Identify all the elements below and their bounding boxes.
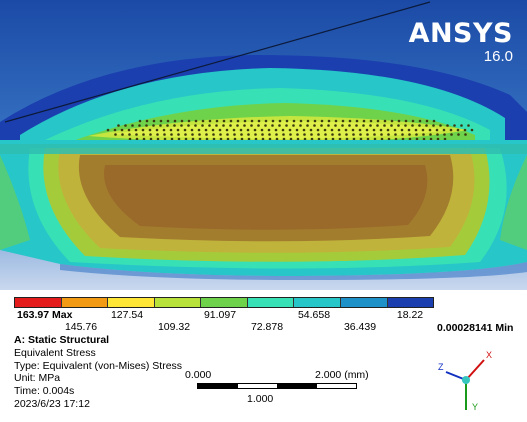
result-info: A: Static Structural Equivalent Stress T… bbox=[14, 334, 182, 411]
y-axis-label: Y bbox=[472, 402, 479, 412]
brand-version: 16.0 bbox=[483, 48, 513, 65]
coordinate-triad[interactable]: X Y Z bbox=[436, 350, 500, 414]
x-axis-label: X bbox=[486, 350, 493, 360]
scale-mid: 1.000 bbox=[247, 393, 274, 405]
analysis-title: A: Static Structural bbox=[14, 334, 110, 346]
scale-ruler bbox=[197, 383, 357, 389]
legend-tick-36: 36.439 bbox=[343, 321, 377, 333]
legend-swatch bbox=[154, 298, 202, 307]
legend-tick-145: 145.76 bbox=[64, 321, 98, 333]
result-unit: Unit: MPa bbox=[14, 372, 61, 385]
legend-tick-91: 91.097 bbox=[203, 309, 237, 321]
legend-swatch bbox=[61, 298, 109, 307]
ansys-logo: ANSYS 16.0 bbox=[409, 20, 513, 64]
legend-swatch bbox=[247, 298, 295, 307]
legend-swatch bbox=[387, 298, 434, 307]
scale-end: 2.000 (mm) bbox=[315, 369, 369, 381]
legend-swatch bbox=[201, 298, 248, 307]
legend-tick-72: 72.878 bbox=[250, 321, 284, 333]
color-legend[interactable] bbox=[14, 297, 434, 308]
legend-swatch bbox=[108, 298, 155, 307]
legend-tick-18: 18.22 bbox=[396, 309, 424, 321]
legend-swatch bbox=[15, 298, 62, 307]
result-date: 2023/6/23 17:12 bbox=[14, 397, 90, 410]
legend-max-label: 163.97 Max bbox=[17, 309, 73, 321]
scale-start: 0.000 bbox=[185, 369, 212, 381]
legend-tick-127: 127.54 bbox=[110, 309, 144, 321]
result-name: Equivalent Stress bbox=[14, 346, 96, 359]
mesh-dots bbox=[106, 119, 474, 141]
result-type: Type: Equivalent (von-Mises) Stress bbox=[14, 359, 183, 372]
legend-tick-54: 54.658 bbox=[297, 309, 331, 321]
legend-min-label: 0.00028141 Min bbox=[437, 322, 514, 334]
legend-swatch bbox=[294, 298, 341, 307]
scale-bar: 0.000 2.000 (mm) 1.000 bbox=[185, 369, 425, 410]
result-time: Time: 0.004s bbox=[14, 385, 75, 398]
brand-name: ANSYS bbox=[408, 18, 513, 49]
z-axis-label: Z bbox=[438, 362, 444, 372]
legend-swatch bbox=[340, 298, 388, 307]
legend-tick-109: 109.32 bbox=[157, 321, 191, 333]
